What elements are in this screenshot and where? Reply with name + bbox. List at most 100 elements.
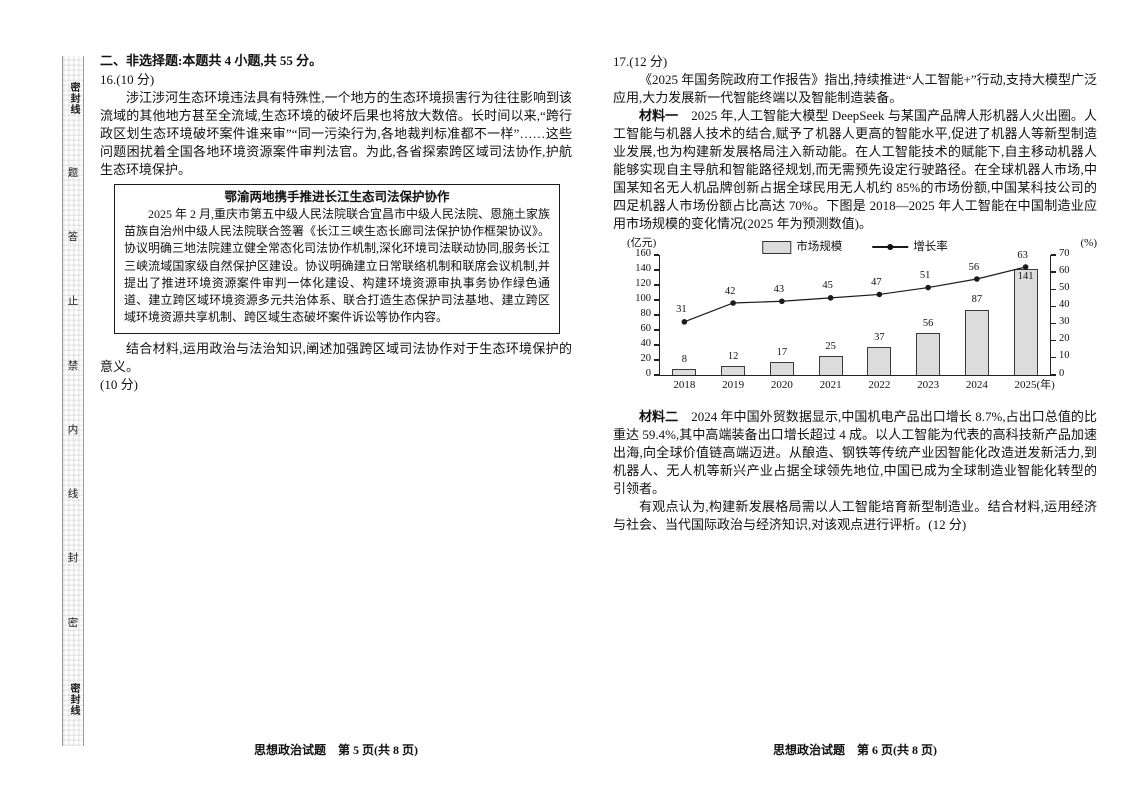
- right-axis-tick: [1051, 374, 1057, 376]
- bar-value-label: 37: [874, 331, 885, 343]
- section-heading: 二、非选择题:本题共 4 小题,共 55 分。: [100, 53, 323, 68]
- seal-line-text-bottom: 密封线: [68, 683, 79, 716]
- seal-line-strip: 密封线 题答止禁内线封密 密封线: [62, 56, 84, 746]
- left-axis-tick-label: 140: [635, 262, 651, 274]
- left-axis-tick-label: 160: [635, 247, 651, 259]
- growth-rate-point-label: 43: [773, 283, 785, 295]
- left-axis-tick: [653, 374, 659, 376]
- market-size-bar: [721, 366, 746, 375]
- bar-value-label: 87: [971, 294, 983, 306]
- left-axis-tick: [653, 344, 659, 346]
- question-16-number: 16.(10 分): [100, 72, 155, 87]
- market-size-bar: [672, 369, 697, 375]
- growth-rate-point-label: 42: [724, 285, 736, 297]
- left-axis-tick: [653, 359, 659, 361]
- right-axis-tick: [1051, 271, 1057, 273]
- x-axis-tick-label: 2019: [722, 379, 745, 391]
- question-16-score: (10 分): [100, 377, 138, 393]
- seal-line-char: 线: [67, 489, 79, 501]
- material-2-text: 2024 年中国外贸数据显示,中国机电产品出口增长 8.7%,占出口总值的比重达…: [613, 409, 1097, 496]
- market-size-bar: [769, 362, 794, 375]
- left-axis-tick: [653, 314, 659, 316]
- bar-swatch-icon: [762, 240, 792, 254]
- seal-line-text-top: 密封线: [68, 82, 79, 115]
- x-axis-tick-label: 2022: [868, 379, 891, 391]
- bar-value-label: 25: [825, 340, 836, 352]
- market-size-bar: [964, 309, 989, 375]
- right-axis-tick-label: 0: [1059, 367, 1065, 379]
- question-16-task: 结合材料,运用政治与法治知识,阐述加强跨区域司法协作对于生态环境保护的意义。: [100, 341, 572, 375]
- material-1-label: 材料一: [639, 108, 679, 123]
- right-axis-tick: [1051, 322, 1057, 325]
- growth-rate-point-label: 47: [871, 276, 882, 288]
- page-5-footer: 思想政治试题 第 5 页(共 8 页): [254, 743, 418, 757]
- growth-rate-point-label: 56: [968, 261, 980, 273]
- question-17-task: 有观点认为,构建新发展格局需以人工智能培育新型制造业。结合材料,运用经济与社会、…: [613, 499, 1097, 532]
- seal-line-char: 内: [67, 424, 79, 436]
- seal-line-char: 题: [67, 167, 79, 179]
- material-box-body: 2025 年 2 月,重庆市第五中级人民法院联合宜昌市中级人民法院、恩施土家族苗…: [124, 207, 551, 325]
- page-6-footer: 思想政治试题 第 6 页(共 8 页): [773, 743, 937, 757]
- market-size-bar: [867, 347, 892, 375]
- x-axis-tick-label: 2024: [965, 379, 988, 391]
- question-16-intro: 涉江涉河生态环境违法具有特殊性,一个地方的生态环境损害行为往往影响到该流域的其他…: [100, 90, 572, 177]
- left-axis-tick: [653, 299, 659, 301]
- x-axis-tick-label: 2021: [819, 379, 842, 391]
- material-box-title: 鄂渝两地携手推进长江生态司法保护协作: [224, 190, 450, 204]
- seal-line-char: 答: [67, 232, 79, 244]
- right-axis-tick-label: 10: [1059, 350, 1070, 362]
- market-size-bar: [818, 356, 843, 375]
- left-axis-tick: [653, 329, 659, 331]
- right-axis-tick-label: 70: [1059, 247, 1070, 259]
- x-axis-tick-label: 2023: [917, 379, 940, 391]
- left-axis-tick: [653, 269, 659, 271]
- left-axis-tick-label: 40: [640, 337, 652, 349]
- x-axis-tick-label: 2020: [770, 379, 793, 391]
- right-axis-tick-label: 30: [1059, 316, 1070, 328]
- right-axis-tick-label: 60: [1059, 264, 1070, 276]
- seal-line-char: 封: [67, 553, 79, 565]
- line-marker-icon: [872, 244, 909, 250]
- left-axis-tick: [653, 284, 659, 286]
- right-axis-tick-label: 40: [1059, 298, 1070, 310]
- bar-value-label: 56: [922, 317, 934, 329]
- right-axis-tick: [1051, 305, 1057, 308]
- market-size-bar: [1013, 269, 1038, 375]
- growth-rate-point-label: 31: [676, 304, 687, 316]
- left-axis-tick: [653, 254, 659, 256]
- seal-line-char: 禁: [67, 360, 79, 372]
- growth-rate-point-label: 63: [1017, 249, 1028, 261]
- page-6-column: 17.(12 分) 《2025 年国务院政府工作报告》指出,持续推进“人工智能+…: [613, 52, 1097, 534]
- material-2-paragraph: 材料二 2024 年中国外贸数据显示,中国机电产品出口增长 8.7%,占出口总值的…: [613, 408, 1097, 498]
- left-axis-unit-label: (亿元): [627, 237, 657, 249]
- question-17-number: 17.(12 分): [613, 54, 668, 69]
- right-axis-tick: [1051, 340, 1057, 342]
- ai-market-chart: (亿元) 市场规模 增长率 (%) 0 20 40 60 80 100 120 140 160 0…: [613, 238, 1097, 401]
- material-1-text: 2025 年,人工智能大模型 DeepSeek 与某国产品牌人形机器人火出圈。人…: [613, 108, 1097, 231]
- material-1-paragraph: 材料一 2025 年,人工智能大模型 DeepSeek 与某国产品牌人形机器人火出…: [613, 107, 1097, 233]
- material-2-label: 材料二: [639, 409, 679, 424]
- chart-plot-area: 0 20 40 60 80 100 120 140 160 0 10 20 30 40 50 60 70 8 201…: [635, 248, 1069, 391]
- left-axis-tick-label: 20: [640, 352, 652, 364]
- market-size-bar: [916, 333, 941, 375]
- legend-growth-rate-label: 增长率: [913, 241, 948, 253]
- bar-value-label: 12: [727, 350, 739, 362]
- material-box: 鄂渝两地携手推进长江生态司法保护协作 2025 年 2 月,重庆市第五中级人民法…: [114, 184, 560, 335]
- question-17-intro: 《2025 年国务院政府工作报告》指出,持续推进“人工智能+”行动,支持大模型广…: [613, 72, 1097, 105]
- growth-rate-point-label: 51: [919, 270, 931, 282]
- left-axis-tick-label: 80: [640, 307, 652, 319]
- right-axis-unit-label: (%): [1080, 237, 1098, 249]
- left-axis-tick-label: 120: [635, 277, 651, 289]
- chart-legend: 市场规模 增长率: [762, 238, 948, 256]
- right-axis-tick-label: 50: [1059, 281, 1070, 293]
- x-axis-tick-label: 2025(年): [1014, 379, 1055, 391]
- right-axis-tick: [1051, 288, 1057, 290]
- bar-value-label: 8: [681, 353, 687, 365]
- bar-value-label: 141: [1017, 270, 1034, 282]
- legend-item-market-size: 市场规模: [762, 238, 842, 256]
- x-axis-tick-label: 2018: [673, 379, 696, 391]
- seal-line-char: 止: [67, 296, 79, 308]
- page-5-column: 二、非选择题:本题共 4 小题,共 55 分。 16.(10 分) 涉江涉河生态…: [100, 52, 572, 394]
- legend-item-growth-rate: 增长率: [872, 238, 948, 256]
